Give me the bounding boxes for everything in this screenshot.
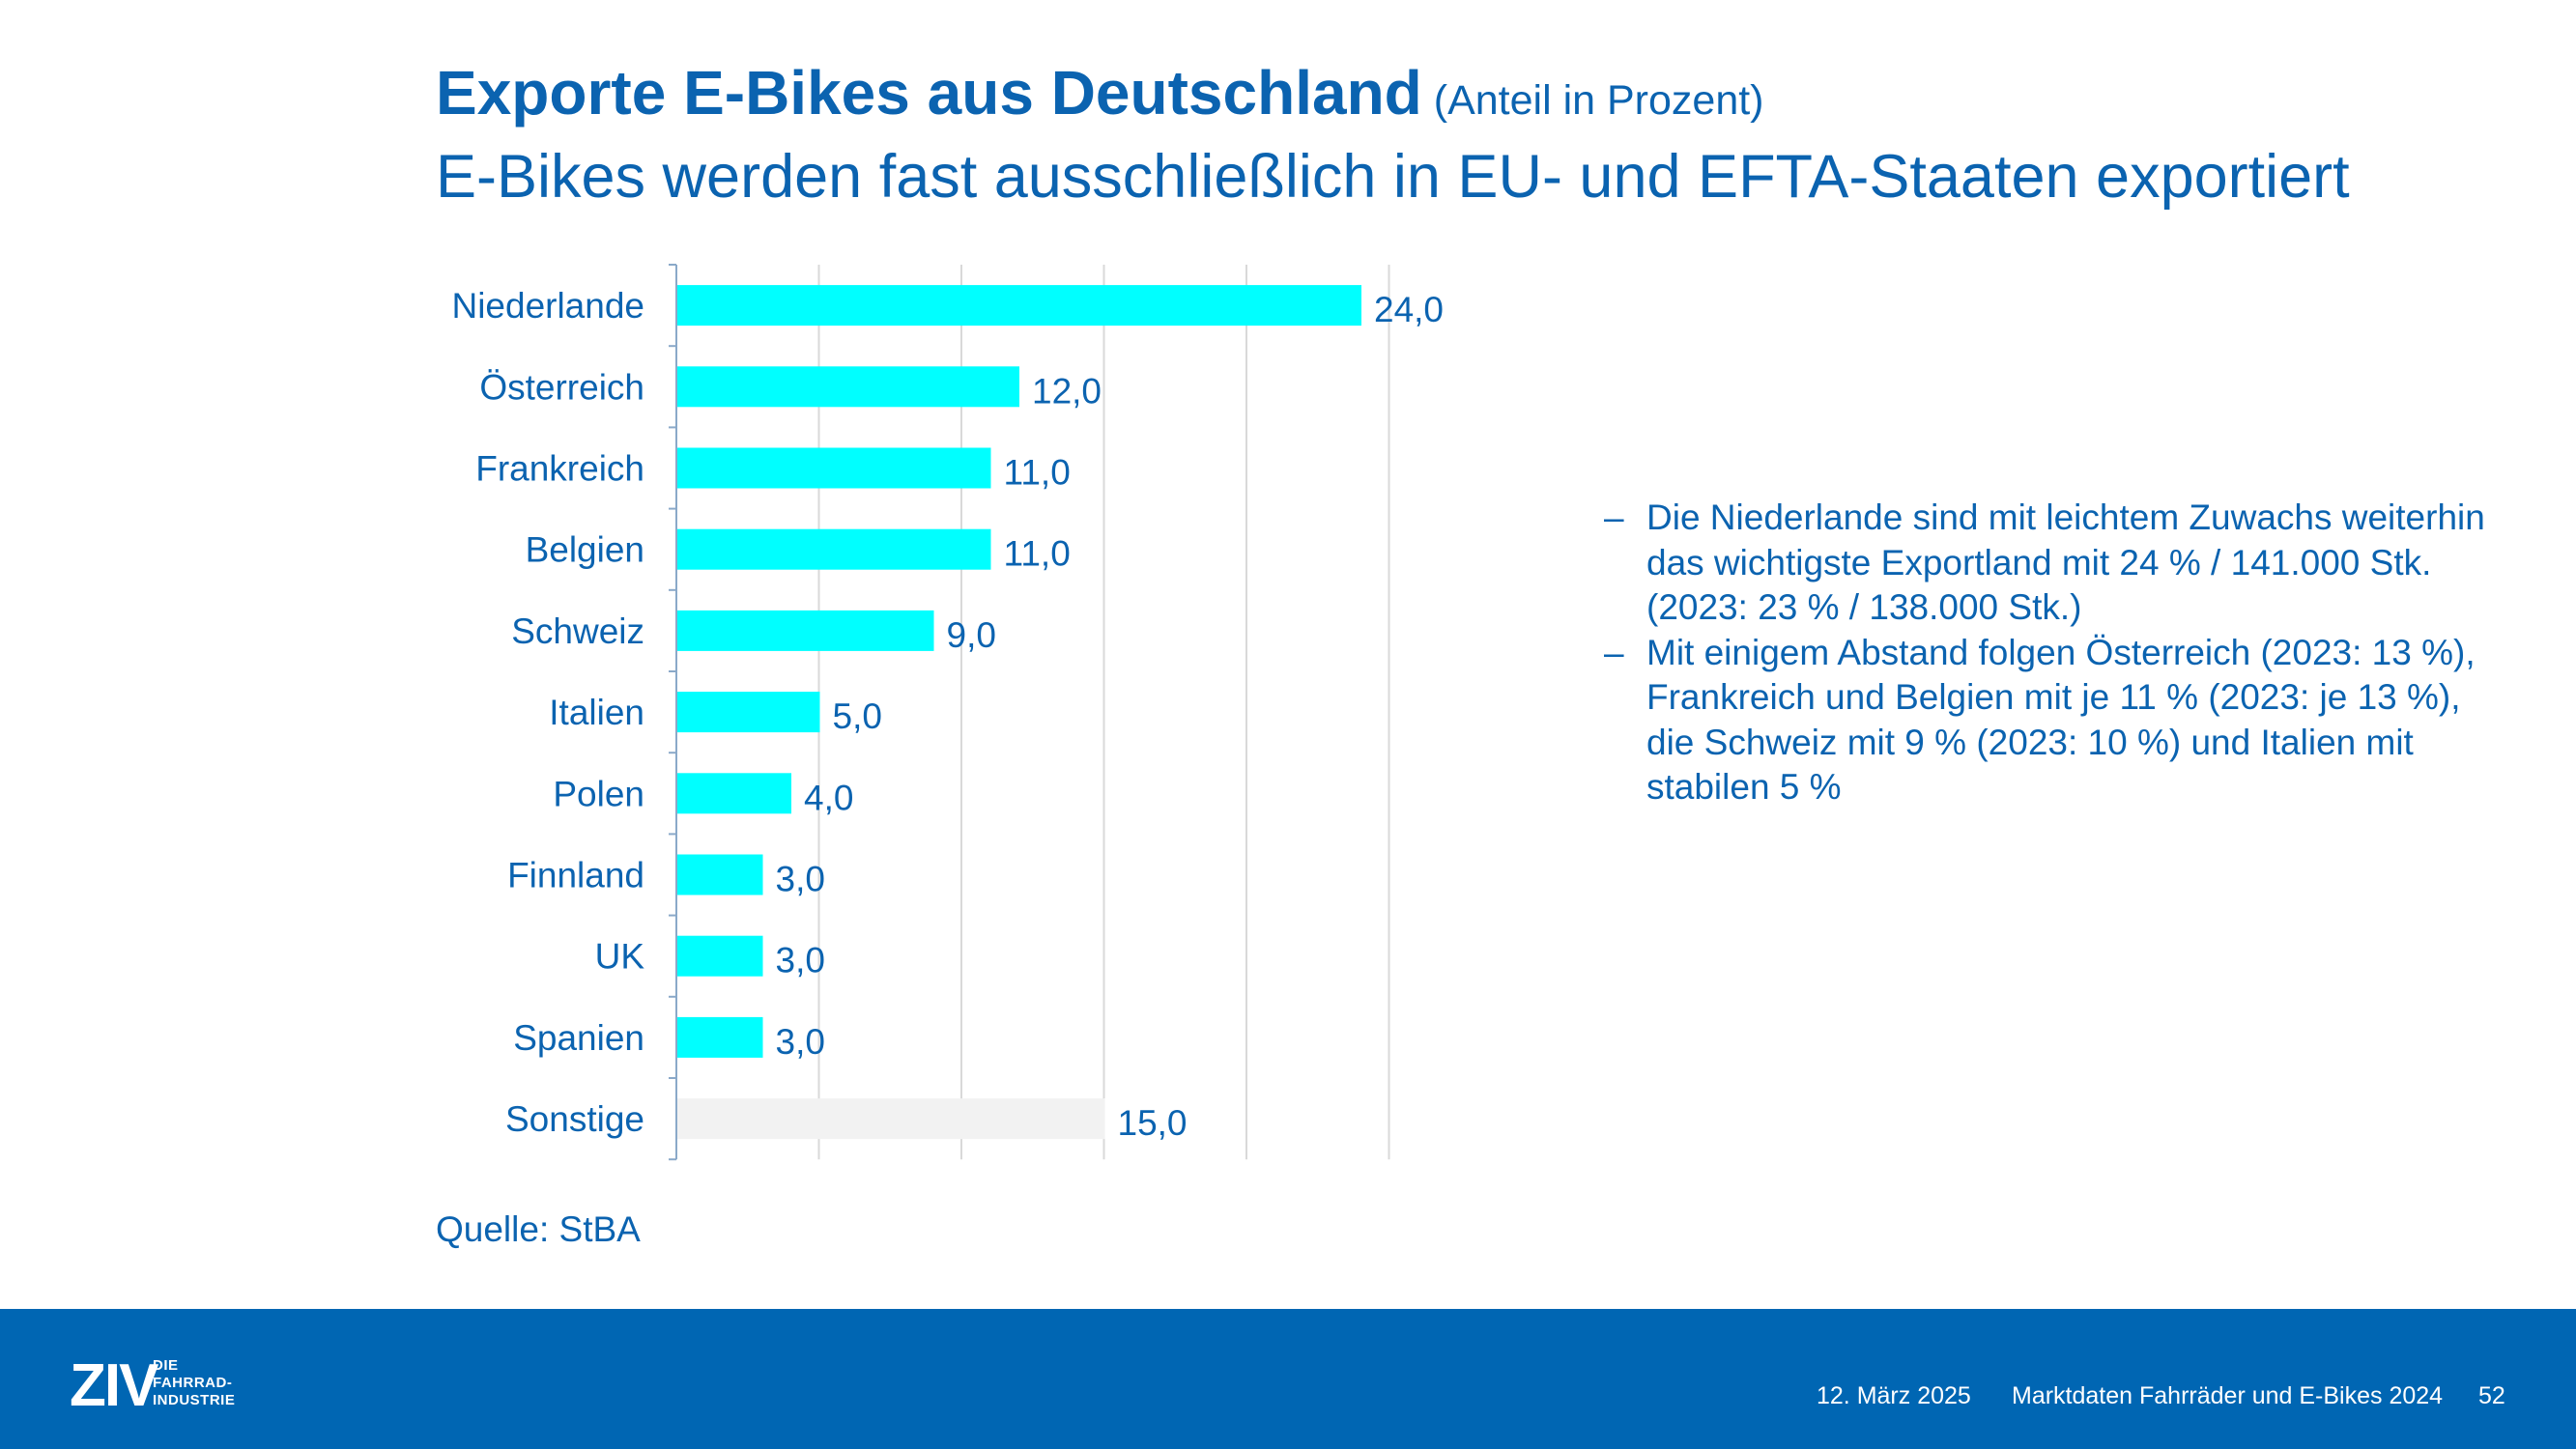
data-label: 9,0 <box>947 615 996 655</box>
data-label: 11,0 <box>1004 534 1071 574</box>
category-label: Schweiz <box>511 611 644 651</box>
data-label: 15,0 <box>1118 1103 1188 1143</box>
logo-subtext: DIE FAHRRAD- INDUSTRIE <box>153 1357 235 1409</box>
bar <box>677 1016 763 1058</box>
data-label: 3,0 <box>776 941 825 980</box>
slide-subtitle: E-Bikes werden fast ausschließlich in EU… <box>436 143 2350 211</box>
category-label: Belgien <box>526 530 644 570</box>
data-label: 5,0 <box>833 696 882 736</box>
bullet-dash: – <box>1604 632 1624 672</box>
data-label: 3,0 <box>776 860 825 899</box>
bar <box>677 854 763 895</box>
bar-chart: Niederlande 24,0 Österreich 12,0 Frankreich 1… <box>451 264 1444 1161</box>
slide-title: Exporte E-Bikes aus Deutschland <box>436 58 1422 128</box>
source-note: Quelle: StBA <box>436 1209 641 1249</box>
data-label: 12,0 <box>1032 371 1102 411</box>
footer-bar: ZIV DIE FAHRRAD- INDUSTRIE 12. März 2025… <box>0 1309 2576 1449</box>
bar <box>677 366 1019 408</box>
bar <box>677 935 763 977</box>
logo-subtext-line: INDUSTRIE <box>153 1392 236 1408</box>
logo-subtext-line: FAHRRAD- <box>153 1375 233 1391</box>
bullet-item: – Die Niederlande sind mit leichtem Zuwa… <box>1604 496 2493 631</box>
category-label: Italien <box>549 693 644 732</box>
logo-subtext-line: DIE <box>153 1357 179 1374</box>
slide-title-line: Exporte E-Bikes aus Deutschland (Anteil i… <box>436 62 1764 124</box>
bar <box>677 528 991 570</box>
bullet-text: Die Niederlande sind mit leichtem Zuwach… <box>1646 497 2485 627</box>
bar <box>677 610 934 651</box>
bullet-item: – Mit einigem Abstand folgen Österreich … <box>1604 631 2493 810</box>
bar <box>677 692 820 733</box>
bullet-dash: – <box>1604 497 1624 537</box>
category-label: Frankreich <box>475 449 644 489</box>
category-label: Österreich <box>479 367 644 407</box>
footer-date: 12. März 2025 <box>1817 1382 1971 1409</box>
footer-report-title: Marktdaten Fahrräder und E-Bikes 2024 <box>2012 1382 2444 1409</box>
bar <box>677 285 1361 327</box>
data-label: 3,0 <box>776 1022 825 1062</box>
footer-page-number: 52 <box>2478 1382 2505 1409</box>
bar <box>677 1098 1105 1140</box>
title-unit: (Anteil in Prozent) <box>1433 77 1764 124</box>
bullet-list: – Die Niederlande sind mit leichtem Zuwa… <box>1604 496 2493 810</box>
data-label: 24,0 <box>1374 290 1444 329</box>
category-label: Polen <box>553 774 644 813</box>
data-label: 4,0 <box>804 778 853 817</box>
bar <box>677 447 991 489</box>
data-label: 11,0 <box>1004 453 1071 493</box>
category-label: Finnland <box>507 856 644 895</box>
category-label: Spanien <box>513 1018 644 1058</box>
bar <box>677 773 791 814</box>
bullet-text: Mit einigem Abstand folgen Österreich (2… <box>1646 632 2476 808</box>
logo-wordmark: ZIV <box>70 1359 158 1409</box>
ziv-logo-icon: ZIV <box>70 1359 160 1409</box>
category-label: Niederlande <box>451 286 644 326</box>
category-label: Sonstige <box>505 1099 644 1139</box>
category-label: UK <box>595 937 645 977</box>
